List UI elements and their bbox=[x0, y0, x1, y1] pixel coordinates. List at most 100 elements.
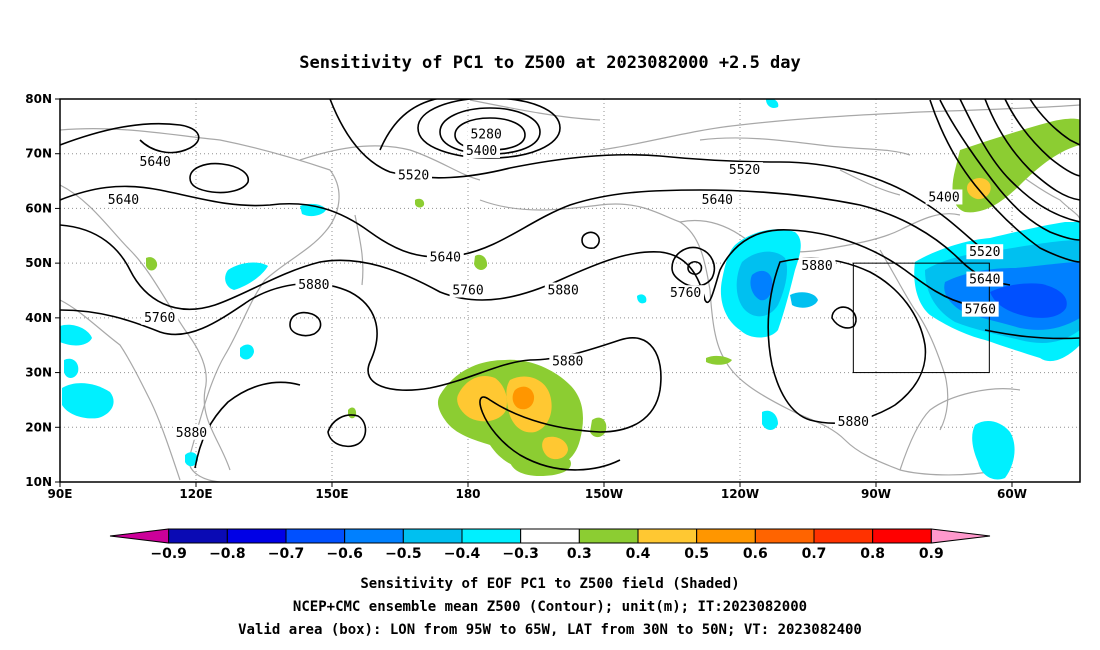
colorbar-swatch bbox=[696, 528, 756, 544]
contour-label: 5760 bbox=[452, 284, 483, 299]
contour-label: 5280 bbox=[470, 128, 501, 143]
colorbar-label: −0.7 bbox=[268, 546, 305, 562]
colorbar-swatch bbox=[520, 528, 580, 544]
contour-5400-ring bbox=[417, 99, 561, 159]
figure-title: Sensitivity of PC1 to Z500 at 2023082000… bbox=[299, 53, 801, 73]
contour-label-bg bbox=[961, 301, 999, 317]
contour-5400-greenland bbox=[939, 99, 1080, 241]
lon-tick-label: 60W bbox=[997, 487, 1027, 501]
negative-patch-midwest bbox=[790, 292, 818, 308]
colorbar-label: 0.4 bbox=[626, 546, 651, 562]
contour-label-bg bbox=[463, 142, 500, 158]
contour-label: 5760 bbox=[144, 311, 175, 326]
coastlines bbox=[60, 99, 1080, 482]
colorbar-label: 0.7 bbox=[802, 546, 827, 562]
negative-patch-scs bbox=[185, 452, 198, 467]
contour-label-bg bbox=[925, 189, 963, 205]
contour-5760 bbox=[60, 224, 971, 310]
negative-patch-gulf-of-ak bbox=[637, 294, 647, 304]
positive-patch-small-2 bbox=[474, 254, 488, 270]
lon-tick-label: 120W bbox=[721, 487, 759, 501]
contour-label: 5880 bbox=[801, 259, 832, 274]
colorbar-swatch bbox=[461, 528, 522, 544]
colorbar-label: 0.6 bbox=[743, 546, 768, 562]
contour-5640-main bbox=[60, 185, 1011, 286]
lat-tick-label: 70N bbox=[25, 147, 52, 161]
contour-5520-greenland bbox=[929, 99, 1080, 263]
negative-patch-arctic bbox=[765, 99, 779, 108]
caption-line-2: NCEP+CMC ensemble mean Z500 (Contour); u… bbox=[293, 599, 807, 615]
colorbar-swatch bbox=[637, 528, 698, 544]
lon-tick-label: 150W bbox=[585, 487, 623, 501]
colorbar-label: −0.6 bbox=[326, 546, 363, 562]
caption-line-3: Valid area (box): LON from 95W to 65W, L… bbox=[238, 622, 862, 638]
contour-label: 5640 bbox=[108, 193, 139, 208]
colorbar-swatch bbox=[872, 528, 932, 544]
contour-label-bg bbox=[449, 282, 487, 298]
orange-patch-pacific bbox=[512, 386, 535, 410]
colorbar-swatch bbox=[402, 528, 463, 544]
contour-label: 5880 bbox=[176, 426, 207, 441]
contour-5880-south bbox=[194, 381, 301, 469]
positive-patch-small-3 bbox=[348, 407, 357, 419]
lon-tick-label: 90W bbox=[861, 487, 891, 501]
negative-patch-atlantic-db bbox=[990, 283, 1067, 318]
colorbar-labels: −0.9 −0.8 −0.7 −0.6 −0.5 −0.4 −0.3 0.3 0.4 0.5 0.6… bbox=[150, 546, 943, 562]
contour-5520 bbox=[329, 99, 991, 256]
contour-low-lat-east bbox=[984, 329, 1080, 340]
negative-patch-korea bbox=[240, 344, 254, 360]
latitude-axis: 80N 70N 60N 50N 40N 30N 20N 10N bbox=[25, 92, 60, 489]
contour-label-bg bbox=[136, 153, 174, 169]
positive-patch-baja bbox=[706, 355, 732, 365]
contour-label: 5880 bbox=[838, 415, 869, 430]
colorbar-label: −0.3 bbox=[502, 546, 539, 562]
contour-trough-1 bbox=[959, 99, 1080, 223]
colorbar-label: 0.9 bbox=[919, 546, 944, 562]
contour-5640-ring-bc-inner bbox=[687, 261, 703, 275]
contour-label-bg bbox=[798, 257, 836, 273]
z500-contours bbox=[60, 99, 1080, 471]
lat-tick-label: 30N bbox=[25, 366, 52, 380]
lat-tick-label: 80N bbox=[25, 92, 52, 106]
colorbar-swatch bbox=[168, 528, 228, 544]
colorbar-swatch bbox=[226, 528, 287, 544]
contour-label-bg bbox=[834, 413, 872, 429]
contour-label-bg bbox=[295, 277, 333, 293]
contour-5640-ring-bc bbox=[671, 246, 716, 287]
positive-patch-small-1 bbox=[146, 257, 158, 271]
contour-label-bg bbox=[467, 126, 505, 142]
negative-patch-caribbean bbox=[972, 420, 1015, 480]
colorbar bbox=[109, 528, 991, 544]
contour-label: 5520 bbox=[969, 245, 1000, 260]
negative-patch-japan bbox=[225, 262, 268, 290]
lat-tick-label: 20N bbox=[25, 420, 52, 434]
lat-tick-label: 10N bbox=[25, 475, 52, 489]
negative-patch-central-am bbox=[762, 410, 778, 430]
valid-area-box bbox=[852, 262, 990, 374]
colorbar-swatch bbox=[285, 528, 346, 544]
contour-label-bg bbox=[395, 167, 432, 183]
contour-label: 5880 bbox=[552, 355, 583, 370]
contour-5880-japan-ring bbox=[289, 311, 322, 337]
contour-5400-line bbox=[379, 99, 440, 151]
lat-tick-label: 50N bbox=[25, 256, 52, 270]
contour-label-bg bbox=[173, 424, 210, 440]
gold-patch-pacific-3 bbox=[542, 436, 568, 460]
contour-label: 5520 bbox=[729, 163, 760, 178]
contour-trough-2 bbox=[984, 99, 1080, 201]
colorbar-label: 0.3 bbox=[567, 546, 592, 562]
contour-label-bg bbox=[966, 271, 1004, 287]
contour-5880-east bbox=[767, 257, 927, 424]
colorbar-label: −0.5 bbox=[385, 546, 422, 562]
lon-tick-label: 90E bbox=[48, 487, 73, 501]
negative-patch-philippine-sea bbox=[62, 383, 114, 419]
colorbar-label: −0.9 bbox=[150, 546, 187, 562]
colorbar-label: 0.5 bbox=[684, 546, 709, 562]
contour-label: 5880 bbox=[548, 284, 579, 299]
contour-5640-ring-west bbox=[189, 162, 249, 194]
contour-5760-ring-ak bbox=[581, 231, 600, 249]
colorbar-label: −0.8 bbox=[209, 546, 246, 562]
